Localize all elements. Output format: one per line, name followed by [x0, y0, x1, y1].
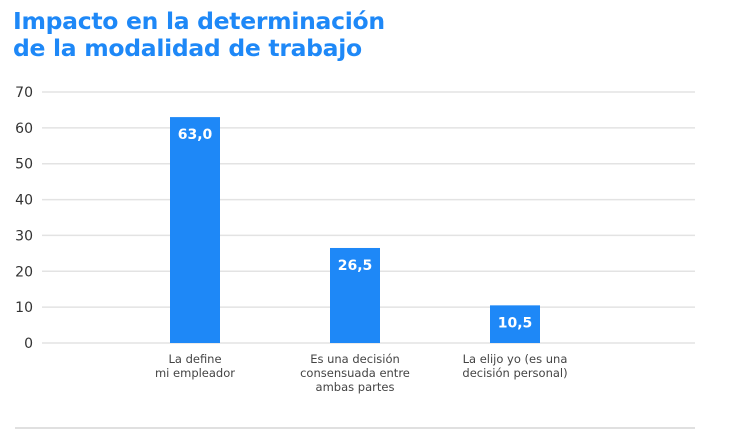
x-category-label: La elijo yo (es una decisión personal): [462, 352, 567, 380]
bar: [330, 247, 380, 343]
x-category-label-line: Es una decisión: [310, 352, 400, 366]
x-category-label-line: ambas partes: [316, 380, 395, 394]
x-category-label-line: decisión personal): [462, 366, 567, 380]
y-tick-label: 0: [24, 336, 33, 352]
x-category-label: La define mi empleador: [155, 352, 235, 380]
bar: [170, 117, 220, 343]
x-category-label-line: La elijo yo (es una: [463, 352, 568, 366]
chart-title-line-1: Impacto en la determinación: [13, 7, 385, 35]
y-tick-label: 30: [15, 228, 33, 244]
y-tick-label: 60: [15, 121, 33, 137]
y-tick-label: 10: [15, 300, 33, 316]
x-axis-labels: La define mi empleador Es una decisión cons…: [155, 352, 568, 394]
y-tick-label: 50: [15, 157, 33, 173]
chart-title: Impacto en la determinación de la modali…: [13, 8, 385, 62]
x-category-label-line: mi empleador: [155, 366, 235, 380]
x-category-label-line: La define: [168, 352, 221, 366]
bar: [490, 305, 540, 343]
y-tick-label: 70: [15, 85, 33, 101]
y-axis-ticks: 0 10 20 30 40 50 60 70: [15, 85, 33, 352]
bars: 63,0 26,5 10,5: [170, 117, 540, 343]
y-tick-label: 20: [15, 264, 33, 280]
x-category-label-line: consensuada entre: [300, 366, 410, 380]
bar-value-label: 63,0: [178, 127, 213, 143]
bar-value-label: 10,5: [498, 315, 533, 331]
x-category-label: Es una decisión consensuada entre ambas pa…: [300, 352, 410, 394]
y-tick-label: 40: [15, 193, 33, 209]
chart-title-line-2: de la modalidad de trabajo: [13, 34, 362, 62]
bar-value-label: 26,5: [338, 258, 373, 274]
